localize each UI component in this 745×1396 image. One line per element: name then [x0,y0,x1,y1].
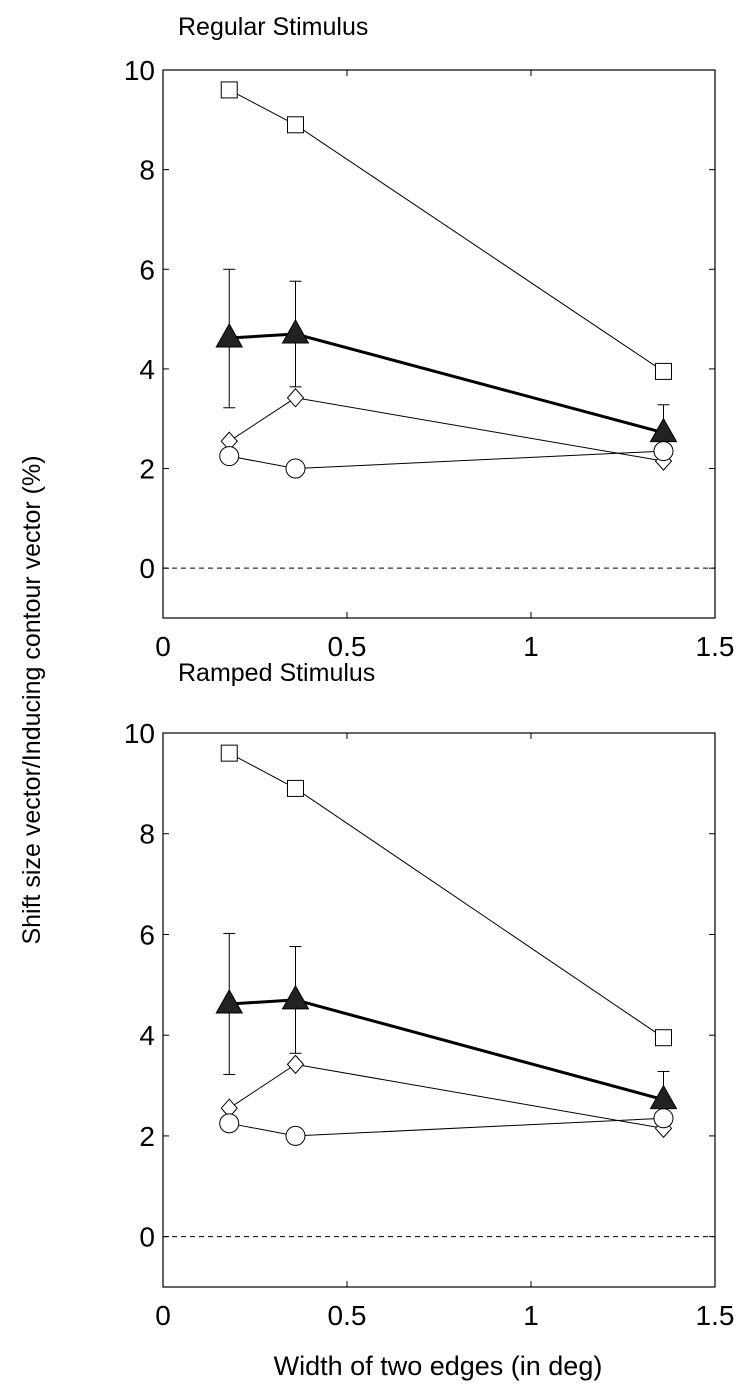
circle-marker [285,458,306,479]
circle-marker [219,446,240,467]
circle-marker [653,1108,674,1129]
plot-frame [162,69,716,619]
y-tick-label: 2 [139,1121,155,1152]
x-tick-label: 0 [155,1300,171,1331]
square-marker [220,744,238,762]
chart-title: Regular Stimulus [178,13,368,41]
series-line-diamond [228,397,664,462]
circle-marker [219,1113,240,1134]
square-marker [286,779,304,797]
chart-title: Ramped Stimulus [178,659,375,687]
filled-triangle-marker [215,988,244,1014]
x-tick-label: 1.5 [696,631,735,662]
y-tick-label: 8 [139,155,155,186]
y-axis-label: Shift size vector/Inducing contour vecto… [18,455,46,944]
diamond-marker [286,388,305,408]
x-tick-label: 0 [155,631,171,662]
circle-marker [653,441,674,462]
square-marker [220,81,238,99]
y-tick-label: 0 [139,1222,155,1253]
x-tick-label: 1 [523,1300,539,1331]
y-tick-label: 4 [139,354,155,385]
filled-triangle-marker [281,319,310,344]
diamond-marker [286,1054,305,1075]
circle-marker [285,1125,306,1146]
x-tick-label: 1.5 [696,1300,735,1331]
filled-triangle-marker [281,984,310,1010]
x-axis-label: Width of two edges (in deg) [274,1351,603,1381]
panel-regular-stimulus: Regular Stimulus 0 2 4 6 8 10 0 0.5 1 1.5 [124,13,735,662]
y-tick-label: 8 [139,819,155,850]
y-tick-label: 2 [139,454,155,485]
plot-frame [162,732,716,1288]
square-marker [654,1029,672,1047]
square-marker [654,362,672,380]
y-tick-label: 6 [139,919,155,950]
y-tick-label: 10 [124,55,155,86]
y-tick-label: 4 [139,1020,155,1051]
y-tick-label: 0 [139,553,155,584]
panel-ramped-stimulus: Ramped Stimulus 0 2 4 6 8 10 0 0.5 1 1.5 [124,659,735,1331]
series-line-filled-triangle [229,998,664,1102]
y-tick-label: 10 [124,718,155,749]
x-tick-label: 0.5 [328,631,367,662]
series-line-diamond [228,1063,664,1129]
series-line-filled-triangle [229,332,664,435]
square-marker [286,116,304,134]
x-tick-label: 0.5 [328,1300,367,1331]
y-tick-label: 6 [139,254,155,285]
filled-triangle-marker [215,323,244,348]
x-tick-label: 1 [523,631,539,662]
